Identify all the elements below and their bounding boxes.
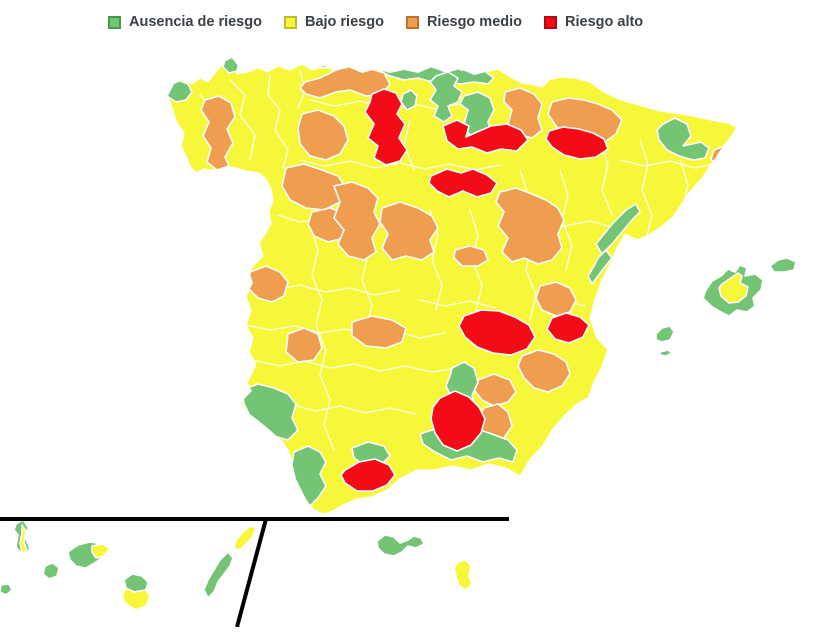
legend-label-ausencia: Ausencia de riesgo [129, 14, 262, 30]
map-region[interactable] [517, 349, 571, 393]
orange-swatch-icon [405, 15, 419, 29]
legend-label-bajo: Bajo riesgo [304, 14, 384, 30]
map-region[interactable] [710, 146, 729, 169]
red-swatch-icon [544, 15, 558, 29]
map-region[interactable] [545, 126, 609, 160]
map-region[interactable] [247, 265, 289, 303]
island-region[interactable] [376, 534, 425, 557]
island-region[interactable] [91, 543, 111, 559]
region-group-riesgo-medio [200, 65, 729, 441]
legend-item-riesgo-alto: Riesgo alto [544, 14, 643, 30]
balearic-islands [655, 257, 797, 357]
map-region[interactable] [351, 441, 391, 467]
map-region[interactable] [587, 249, 613, 285]
map-region[interactable] [351, 315, 407, 349]
island-region[interactable] [659, 349, 673, 357]
map-region[interactable] [285, 327, 323, 363]
legend-label-alto: Riesgo alto [565, 14, 644, 30]
island-region[interactable] [203, 551, 234, 599]
map-region[interactable] [458, 309, 536, 356]
island-region[interactable] [769, 257, 797, 273]
map-region[interactable] [379, 201, 439, 261]
map-region[interactable] [429, 71, 463, 123]
map-region[interactable] [535, 281, 577, 317]
map-region[interactable] [442, 119, 529, 154]
map-region[interactable] [656, 117, 710, 161]
map-region[interactable] [546, 312, 590, 344]
map-region[interactable] [297, 109, 349, 161]
island-region[interactable] [655, 325, 675, 343]
map-region[interactable] [430, 390, 486, 452]
island-region[interactable] [42, 562, 60, 580]
island-region[interactable] [233, 525, 257, 551]
legend-item-bajo-riesgo: Bajo riesgo [283, 14, 384, 30]
map-region[interactable] [333, 181, 381, 261]
island-region[interactable] [19, 524, 28, 554]
island-region[interactable] [0, 583, 13, 596]
legend-item-riesgo-medio: Riesgo medio [405, 14, 523, 30]
legend-label-medio: Riesgo medio [426, 14, 523, 30]
legend: Ausencia de riesgo Bajo riesgo Riesgo me… [108, 11, 643, 33]
map-region[interactable] [495, 187, 565, 265]
inset-diagonal-line [235, 518, 268, 628]
map-region[interactable] [453, 245, 489, 267]
canary-islands [0, 519, 473, 611]
map-region[interactable] [200, 95, 236, 171]
legend-item-ausencia-de-riesgo: Ausencia de riesgo [108, 14, 262, 30]
island-region[interactable] [718, 272, 749, 304]
region-group-riesgo-alto [340, 88, 609, 492]
inset-divider-lines [0, 517, 509, 628]
green-swatch-icon [108, 15, 121, 29]
map-region[interactable] [473, 373, 517, 407]
map-region[interactable] [222, 56, 240, 74]
map-region[interactable] [503, 87, 543, 139]
island-region[interactable] [121, 587, 151, 611]
map-region[interactable] [364, 88, 408, 166]
yellow-swatch-icon [283, 15, 297, 29]
map-region[interactable] [428, 168, 498, 198]
map-region[interactable] [340, 458, 396, 492]
island-region[interactable] [453, 559, 473, 591]
